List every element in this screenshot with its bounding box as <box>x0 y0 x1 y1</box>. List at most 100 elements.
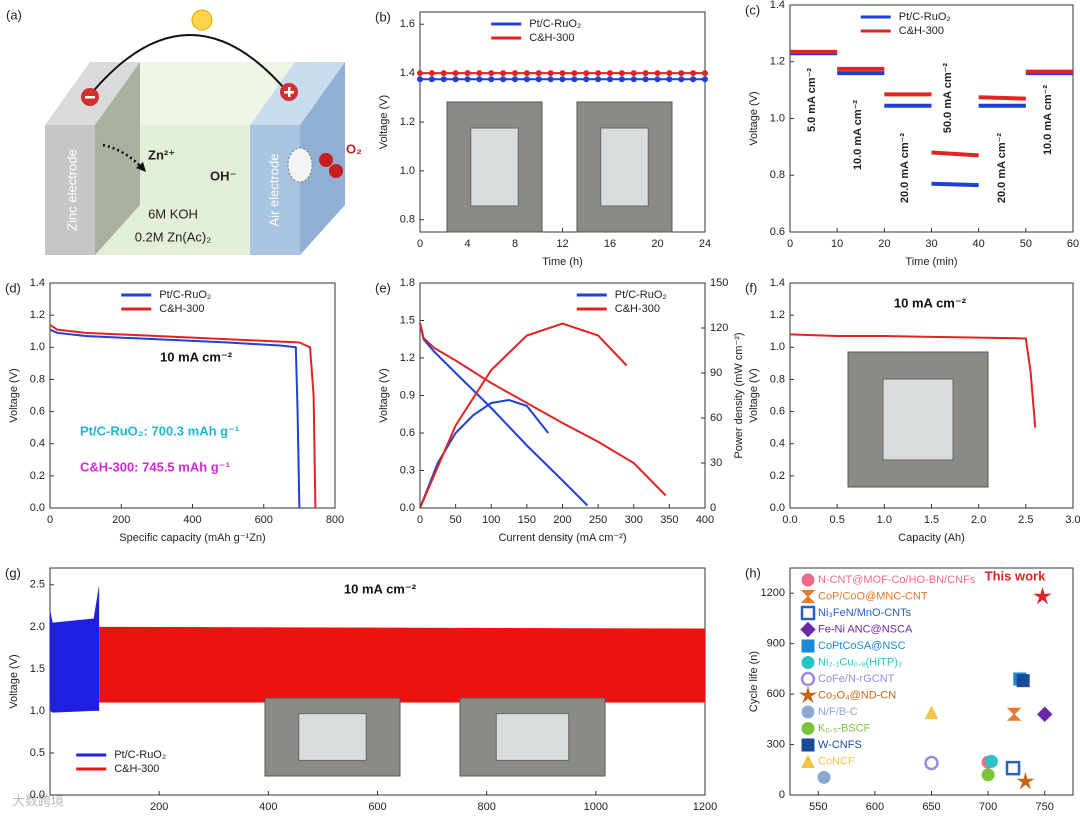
data-point <box>571 70 578 77</box>
panel-label: (c) <box>745 2 760 17</box>
data-point <box>559 76 566 83</box>
x-tick-label: 20 <box>878 238 890 250</box>
series-line <box>419 398 550 509</box>
legend-entry: Ni₃FeN/MnO-CNTs <box>818 607 912 619</box>
data-point <box>690 76 697 83</box>
annotation: This work <box>985 568 1046 583</box>
y-axis-label: Voltage (V) <box>748 91 760 145</box>
x-tick-label: 1.5 <box>924 514 939 526</box>
marker <box>1016 674 1030 688</box>
marker <box>984 754 998 768</box>
zinc-label: Zinc electrode <box>64 149 79 231</box>
legend-entry: Pt/C-RuO₂ <box>114 749 166 761</box>
data-point <box>702 70 708 77</box>
marker <box>1006 707 1022 721</box>
bulb <box>191 9 213 31</box>
y-tick-label: 0.4 <box>770 438 785 450</box>
data-point <box>666 70 673 77</box>
data-point <box>535 76 542 83</box>
legend-entry: Pt/C-RuO₂ <box>899 11 951 23</box>
y-tick-label: 0.0 <box>30 789 45 801</box>
y-tick-label: 0.4 <box>30 438 45 450</box>
x-tick-label: 600 <box>866 801 884 813</box>
plus-sign <box>288 87 291 97</box>
data-point <box>535 70 542 77</box>
legend-entry: C&H-300 <box>899 25 944 37</box>
electrolyte-label: 0.2M Zn(Ac)₂ <box>135 229 212 244</box>
annotation: 10.0 mA cm⁻² <box>852 100 864 171</box>
data-point <box>595 70 602 77</box>
x-tick-label: 3.0 <box>1065 514 1080 526</box>
y-tick-label: 0.5 <box>30 747 45 759</box>
box-top <box>95 62 295 125</box>
marker <box>924 705 939 720</box>
inset-device <box>470 127 519 207</box>
annotation: 20.0 mA cm⁻² <box>996 133 1008 204</box>
data-point <box>476 70 483 77</box>
y-tick-label: 0.0 <box>30 502 45 514</box>
y-tick-label: 1.2 <box>770 56 785 68</box>
x-tick-label: 650 <box>922 801 940 813</box>
data-point <box>678 70 685 77</box>
x-tick-label: 700 <box>979 801 997 813</box>
legend-entry: C&H-300 <box>159 303 204 315</box>
y-tick-label: 600 <box>767 688 785 700</box>
y-tick-label: 0.6 <box>400 427 415 439</box>
marker <box>1016 771 1035 790</box>
series-line <box>789 333 1037 428</box>
y2-tick-label: 90 <box>710 367 722 379</box>
y-tick-label: 1200 <box>761 587 785 599</box>
inset-device <box>298 713 367 761</box>
annotation: Pt/C-RuO₂: 700.3 mAh g⁻¹ <box>80 423 239 438</box>
y-tick-label: 2.0 <box>30 621 45 633</box>
x-tick-label: 2.0 <box>971 514 986 526</box>
legend-entry: N/F/B-C <box>818 706 858 718</box>
marker <box>801 705 815 719</box>
marker <box>800 671 816 687</box>
data-point <box>666 76 673 83</box>
x-tick-label: 10 <box>831 238 843 250</box>
y-tick-label: 1.8 <box>400 277 415 289</box>
y-axis-label: Voltage (V) <box>378 95 390 149</box>
x-tick-label: 0 <box>417 238 423 250</box>
marker <box>801 738 815 752</box>
circuit-wire <box>89 34 291 96</box>
marker <box>924 755 939 771</box>
y-axis-label: Voltage (V) <box>378 368 390 422</box>
y-tick-label: 1.2 <box>400 116 415 128</box>
x-tick-label: 600 <box>255 514 273 526</box>
y-tick-label: 1.2 <box>400 352 415 364</box>
voltage-band <box>99 626 705 703</box>
watermark: 大数跨境 <box>12 793 64 808</box>
x-tick-label: 0.0 <box>782 514 797 526</box>
y-axis-label: Voltage (V) <box>8 368 20 422</box>
x-tick-label: 400 <box>696 514 714 526</box>
legend-entry: W-CNFS <box>818 739 862 751</box>
series-line <box>419 322 628 509</box>
annotation: 10 mA cm⁻² <box>160 349 233 364</box>
marker <box>800 621 816 638</box>
plot-frame <box>789 4 1074 233</box>
y-tick-label: 0 <box>779 789 785 801</box>
x-tick-label: 1000 <box>584 801 608 813</box>
x-tick-label: 0.5 <box>830 514 845 526</box>
x-axis-label: Current density (mA cm⁻²) <box>498 532 626 544</box>
x-tick-label: 0 <box>47 514 53 526</box>
y-tick-label: 0.8 <box>770 169 785 181</box>
data-point <box>488 76 495 83</box>
marker <box>801 573 815 587</box>
o2-label: O₂ <box>346 141 362 156</box>
series-line <box>790 49 1073 158</box>
data-point <box>464 70 471 77</box>
marker <box>801 722 815 735</box>
y2-tick-label: 60 <box>710 412 722 424</box>
x-tick-label: 20 <box>651 238 663 250</box>
y-tick-label: 1.6 <box>400 18 415 30</box>
series-line <box>419 322 589 507</box>
legend-entry: Co₃O₄@ND-CN <box>818 689 896 701</box>
x-tick-label: 30 <box>925 238 937 250</box>
diagram: (a) Zinc electrode Air electrode Zn²⁺ OH… <box>6 7 362 255</box>
x-tick-label: 200 <box>553 514 571 526</box>
y2-tick-label: 0 <box>710 502 716 514</box>
marker <box>981 768 995 782</box>
